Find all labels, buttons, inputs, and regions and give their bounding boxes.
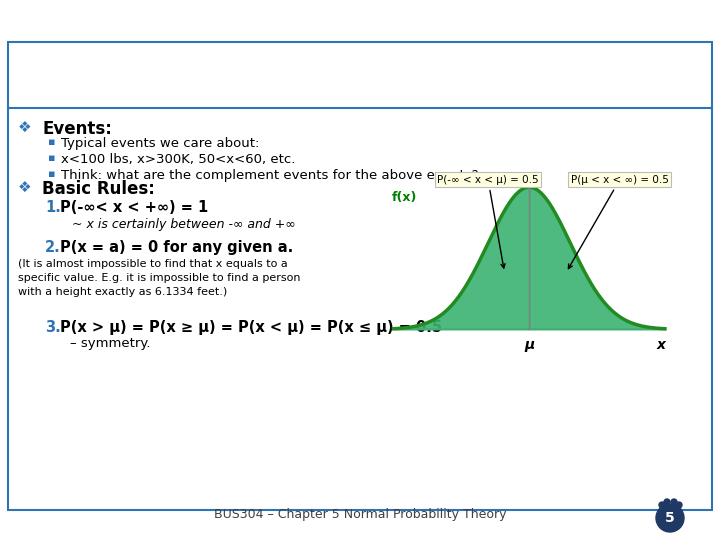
Text: μ: μ bbox=[524, 338, 534, 352]
Text: P(-∞< x < +∞) = 1: P(-∞< x < +∞) = 1 bbox=[60, 200, 208, 215]
Text: P(x = a) = 0 for any given a.: P(x = a) = 0 for any given a. bbox=[60, 240, 293, 255]
Text: ❖: ❖ bbox=[18, 180, 32, 195]
Ellipse shape bbox=[676, 502, 682, 508]
Text: x: x bbox=[657, 338, 665, 352]
Text: x<100 lbs, x>300K, 50<x<60, etc.: x<100 lbs, x>300K, 50<x<60, etc. bbox=[61, 153, 295, 166]
Text: 1.: 1. bbox=[45, 200, 61, 215]
Text: – symmetry.: – symmetry. bbox=[70, 337, 150, 350]
Text: Think: what are the complement events for the above events?: Think: what are the complement events fo… bbox=[61, 169, 479, 182]
Ellipse shape bbox=[659, 502, 665, 508]
Ellipse shape bbox=[656, 504, 684, 532]
Text: 5: 5 bbox=[665, 511, 675, 525]
Text: P(μ < x < ∞) = 0.5: P(μ < x < ∞) = 0.5 bbox=[568, 175, 669, 268]
Text: ▪: ▪ bbox=[48, 153, 55, 163]
Text: ❖: ❖ bbox=[18, 120, 32, 135]
FancyBboxPatch shape bbox=[8, 42, 712, 510]
Text: with a height exactly as 6.1334 feet.): with a height exactly as 6.1334 feet.) bbox=[18, 287, 228, 297]
Text: P(-∞ < x < μ) = 0.5: P(-∞ < x < μ) = 0.5 bbox=[437, 175, 539, 268]
Text: BUS304 – Chapter 5 Normal Probability Theory: BUS304 – Chapter 5 Normal Probability Th… bbox=[214, 508, 506, 521]
Text: specific value. E.g. it is impossible to find a person: specific value. E.g. it is impossible to… bbox=[18, 273, 300, 283]
Text: 2.: 2. bbox=[45, 240, 60, 255]
Ellipse shape bbox=[671, 499, 677, 505]
Text: ▪: ▪ bbox=[48, 169, 55, 179]
Text: ~ x is certainly between -∞ and +∞: ~ x is certainly between -∞ and +∞ bbox=[72, 218, 296, 231]
Text: 3.: 3. bbox=[45, 320, 60, 335]
Text: Events:: Events: bbox=[42, 120, 112, 138]
Text: ▪: ▪ bbox=[48, 137, 55, 147]
Text: (It is almost impossible to find that x equals to a: (It is almost impossible to find that x … bbox=[18, 259, 288, 269]
Ellipse shape bbox=[664, 499, 670, 505]
Text: P(x > μ) = P(x ≥ μ) = P(x < μ) = P(x ≤ μ) = 0.5: P(x > μ) = P(x ≥ μ) = P(x < μ) = P(x ≤ μ… bbox=[60, 320, 442, 335]
Text: Typical events we care about:: Typical events we care about: bbox=[61, 137, 259, 150]
Text: Basic Rules:: Basic Rules: bbox=[42, 180, 155, 198]
Text: f(x): f(x) bbox=[392, 192, 417, 205]
